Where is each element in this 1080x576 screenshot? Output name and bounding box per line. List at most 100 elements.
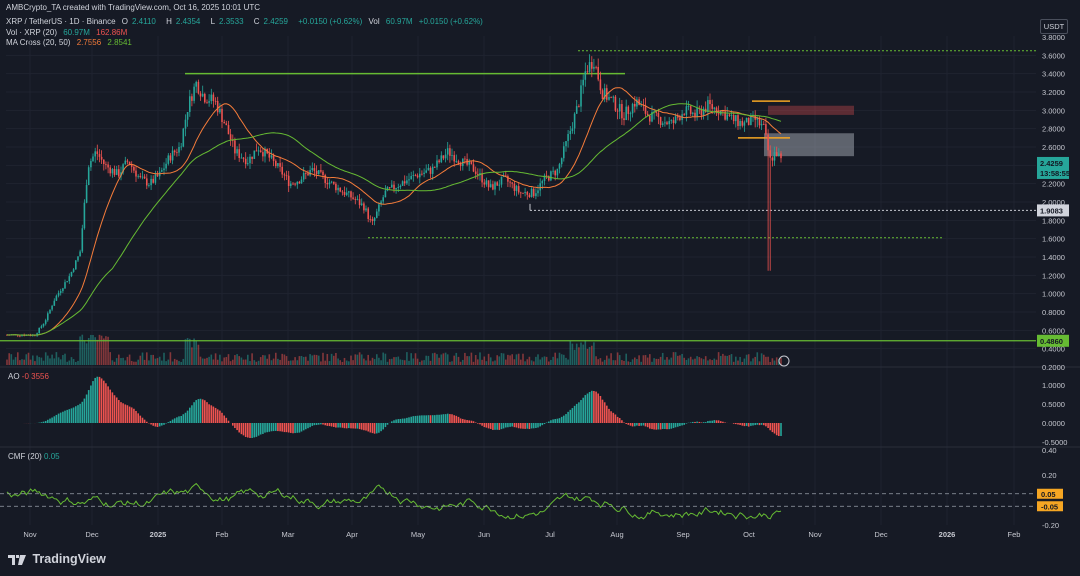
ao-bar — [771, 423, 774, 433]
price-tag-countdown: 13:58:55 — [1040, 169, 1070, 178]
ao-bar — [511, 423, 513, 427]
ao-bar — [189, 407, 191, 423]
volume-bar — [505, 359, 507, 365]
candle-body — [739, 121, 741, 127]
candle-body — [345, 192, 348, 195]
candle-body — [603, 88, 606, 99]
candle-body — [393, 184, 395, 190]
candle-body — [429, 167, 432, 174]
candle-body — [287, 175, 290, 186]
time-tick-label: Feb — [216, 530, 229, 539]
candle-body — [176, 152, 178, 154]
volume-bar — [502, 353, 505, 365]
moving-averages — [6, 87, 782, 336]
volume-bar — [717, 352, 720, 365]
volume-bar — [227, 354, 230, 365]
ao-bar — [311, 423, 314, 426]
candle-body — [161, 170, 163, 172]
candle-body — [434, 166, 436, 168]
candle-body — [580, 85, 582, 107]
price-tick-label: 3.4000 — [1042, 70, 1065, 79]
cmf-tick-label: 0.20 — [1042, 471, 1057, 480]
volume-bar — [485, 361, 488, 365]
ao-bar — [42, 421, 45, 423]
ao-tick-label: 0.5000 — [1042, 400, 1065, 409]
volume-bar — [440, 354, 443, 365]
candle-body — [505, 175, 507, 177]
volume-bar — [59, 359, 62, 365]
ao-bar — [53, 416, 56, 423]
volume-bar — [539, 359, 541, 365]
ao-legend[interactable]: AO -0.3556 — [8, 372, 49, 381]
candle-body — [722, 110, 724, 112]
candle-body — [388, 187, 391, 188]
candle-body — [249, 156, 251, 164]
volume-bar — [216, 359, 219, 365]
ao-bar — [376, 423, 378, 434]
volume-bar — [464, 352, 466, 365]
ao-bar — [715, 420, 718, 423]
volume-bar — [14, 357, 17, 365]
ao-bar — [232, 423, 234, 426]
volume-bar — [369, 360, 372, 365]
candle-body — [741, 121, 744, 126]
ao-bar — [257, 423, 260, 436]
volume-bar — [124, 360, 127, 365]
candle-body — [150, 178, 152, 186]
candle-body — [515, 186, 518, 191]
cmf-legend[interactable]: CMF (20) 0.05 — [8, 452, 60, 461]
symbol-title[interactable]: XRP / TetherUS · 1D · Binance — [6, 17, 116, 26]
vol-label: Vol — [368, 17, 380, 26]
volume-legend[interactable]: Vol · XRP (20) 60.97M 162.86M — [6, 28, 131, 38]
ao-bar — [638, 423, 640, 426]
candle-body — [240, 157, 243, 159]
volume-bar — [638, 355, 640, 365]
ao-bar — [737, 423, 739, 425]
candle-body — [629, 113, 632, 115]
ao-bar — [698, 421, 701, 423]
ao-bar — [455, 415, 458, 423]
volume-bar — [393, 357, 395, 365]
candle-body — [283, 174, 286, 176]
volume-bar — [79, 336, 81, 365]
candle-body — [614, 96, 617, 111]
volume-bar — [481, 359, 483, 365]
currency-label[interactable]: USDT — [1040, 19, 1068, 34]
ao-bar — [272, 423, 275, 432]
ao-bar — [178, 416, 180, 423]
volume-bar — [311, 355, 314, 365]
candle-body — [193, 86, 195, 101]
volume-bar — [264, 355, 266, 365]
candle-body — [81, 228, 84, 252]
ao-bar — [689, 422, 692, 423]
candle-body — [442, 155, 445, 159]
ma-legend[interactable]: MA Cross (20, 50) 2.7556 2.8541 — [6, 38, 136, 48]
volume-bar — [90, 334, 92, 365]
ao-bar — [227, 420, 230, 423]
candle-body — [494, 182, 496, 190]
ao-bar — [541, 423, 544, 426]
candle-body — [255, 150, 258, 152]
volume-bar — [522, 353, 524, 365]
volume-bar — [81, 334, 84, 365]
candle-body — [756, 117, 759, 120]
tradingview-logo[interactable]: TradingView — [8, 552, 106, 566]
volume-bar — [6, 359, 8, 365]
candle-body — [627, 106, 630, 114]
ao-bar — [416, 415, 419, 423]
volume-bar — [769, 361, 771, 365]
ao-bar — [735, 423, 737, 425]
candle-body — [369, 218, 372, 220]
ao-bar — [59, 412, 62, 423]
candle-body — [326, 182, 329, 185]
time-tick-label: Nov — [808, 530, 822, 539]
ao-bar — [146, 421, 148, 423]
price-tick-label: 2.0000 — [1042, 198, 1065, 207]
candle-body — [107, 164, 109, 168]
time-tick-label: 2025 — [150, 530, 167, 539]
ao-bar — [672, 423, 675, 429]
volume-bar — [341, 361, 344, 365]
ao-bar — [191, 405, 193, 423]
